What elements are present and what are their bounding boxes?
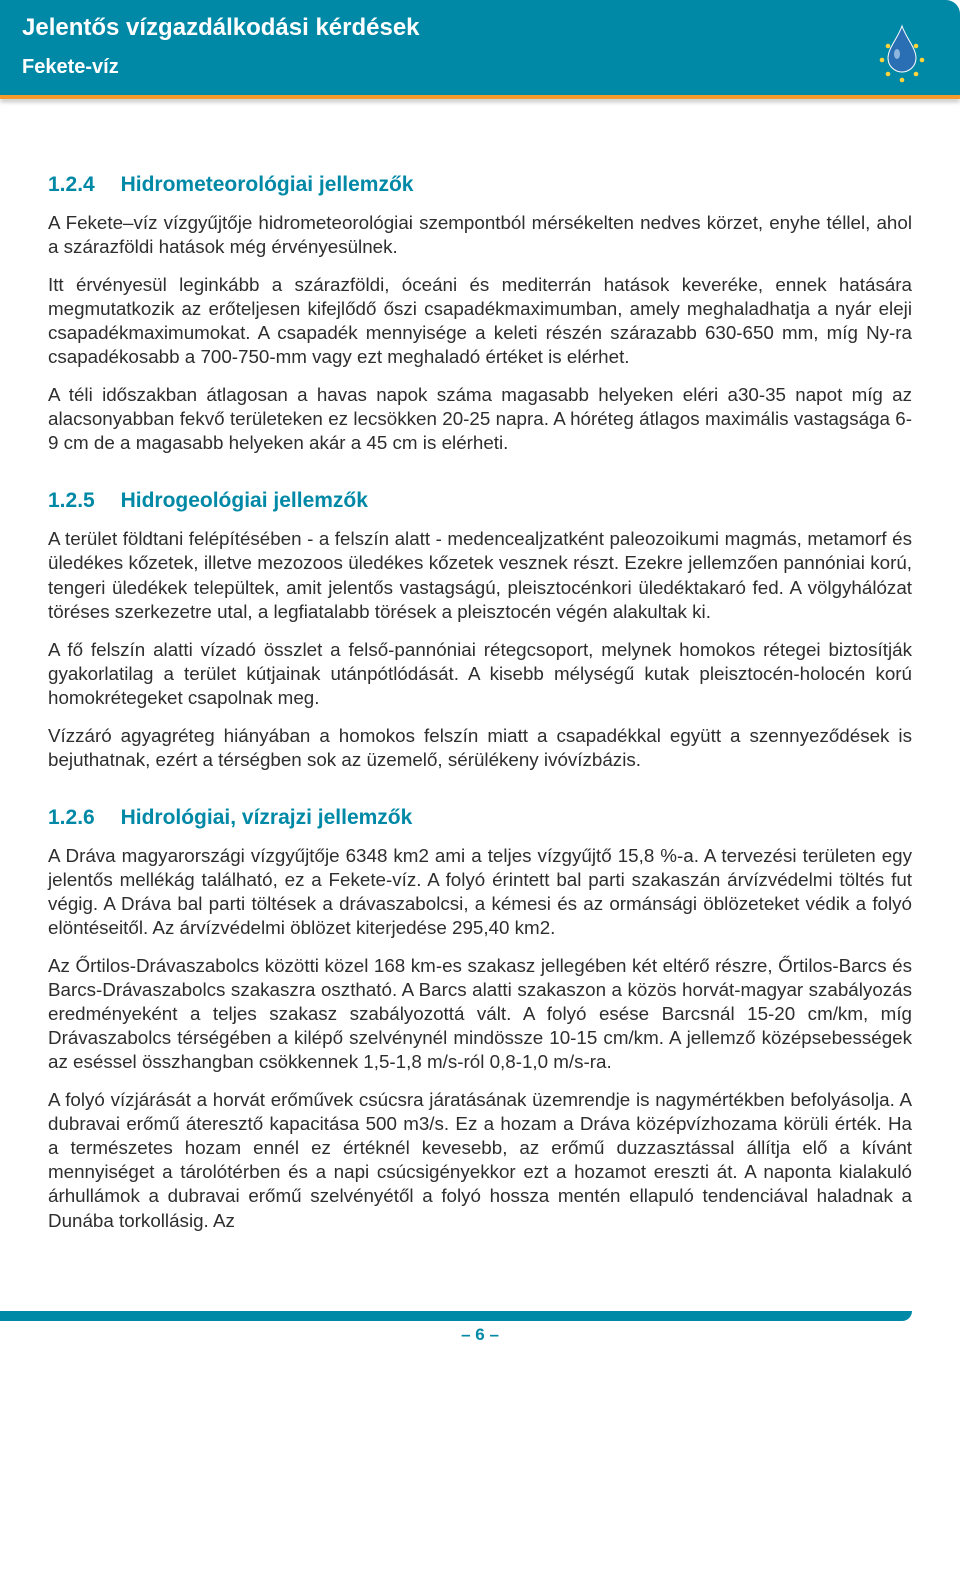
footer-accent-bar xyxy=(0,1311,912,1321)
section-title: Hidrogeológiai jellemzők xyxy=(121,489,368,512)
body-paragraph: Itt érvényesül leginkább a szárazföldi, … xyxy=(48,273,912,369)
header-title: Jelentős vízgazdálkodási kérdések xyxy=(22,14,938,42)
body-paragraph: A Fekete–víz vízgyűjtője hidrometeorológ… xyxy=(48,211,912,259)
body-paragraph: Az Őrtilos-Drávaszabolcs közötti közel 1… xyxy=(48,954,912,1074)
section-num: 1.2.6 xyxy=(48,806,95,830)
header-subtitle: Fekete-víz xyxy=(22,56,938,79)
body-paragraph: A terület földtani felépítésében - a fel… xyxy=(48,527,912,623)
section-title: Hidrometeorológiai jellemzők xyxy=(121,173,414,196)
body-paragraph: A téli időszakban átlagosan a havas napo… xyxy=(48,383,912,455)
section-title: Hidrológiai, vízrajzi jellemzők xyxy=(121,806,413,829)
page-header: Jelentős vízgazdálkodási kérdések Fekete… xyxy=(0,0,960,95)
section-num: 1.2.5 xyxy=(48,489,95,513)
section-heading-1-2-5: 1.2.5 Hidrogeológiai jellemzők xyxy=(48,489,912,513)
body-paragraph: A Dráva magyarországi vízgyűjtője 6348 k… xyxy=(48,844,912,940)
body-paragraph: A fő felszín alatti vízadó összlet a fel… xyxy=(48,638,912,710)
section-heading-1-2-6: 1.2.6 Hidrológiai, vízrajzi jellemzők xyxy=(48,806,912,830)
section-heading-1-2-4: 1.2.4 Hidrometeorológiai jellemzők xyxy=(48,173,912,197)
page-footer: – 6 – xyxy=(0,1311,960,1363)
page-number: – 6 – xyxy=(0,1325,960,1363)
section-num: 1.2.4 xyxy=(48,173,95,197)
body-paragraph: Vízzáró agyagréteg hiányában a homokos f… xyxy=(48,724,912,772)
body-paragraph: A folyó vízjárását a horvát erőművek csú… xyxy=(48,1088,912,1232)
eu-water-logo xyxy=(868,22,936,89)
page-content: 1.2.4 Hidrometeorológiai jellemzők A Fek… xyxy=(0,99,960,1267)
